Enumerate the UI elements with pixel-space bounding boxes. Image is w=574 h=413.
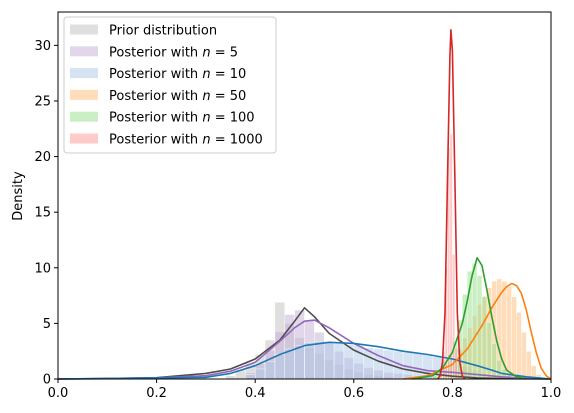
hist-bar-series-4-12 [491,343,497,380]
hist-bar-series-2-17 [412,353,424,380]
x-tick-label-1: 0.2 [146,386,167,401]
y-tick-label-5: 25 [34,94,51,109]
legend-label-5: Posterior with n = 1000 [109,133,263,148]
x-tick-label-2: 0.4 [245,386,266,401]
legend-label-2: Posterior with n = 10 [109,67,246,82]
x-tick-label-4: 0.8 [442,386,463,401]
hist-bar-series-5-6 [454,347,458,380]
legend-swatch-3 [70,89,98,100]
y-axis-label: Density [11,171,26,221]
y-tick-label-0: 0 [43,373,51,388]
hist-bar-series-2-7 [314,340,325,380]
x-tick-label-5: 1.0 [541,386,562,401]
kde-line-series-3 [402,282,552,380]
legend-label-1: Posterior with n = 5 [109,45,238,60]
x-tick-label-0: 0.0 [48,386,69,401]
hist-bar-series-3-17 [516,312,522,380]
x-tick-label-3: 0.6 [343,386,364,401]
hist-bar-series-2-8 [324,342,335,380]
kde-line-series-1 [57,319,552,380]
legend-label-3: Posterior with n = 50 [109,89,246,104]
kde-line-series-2 [57,341,552,380]
hist-bar-series-3-18 [521,332,527,380]
x-axis: 0.0 0.2 0.4 0.6 0.8 1.0 [48,379,562,401]
hist-bar-series-2-3 [274,354,285,380]
y-tick-label-2: 10 [34,261,51,276]
hist-bar-series-4-8 [471,263,478,380]
legend-box [63,16,277,154]
hist-bar-series-2-4 [284,348,295,380]
hist-bar-series-2-5 [294,345,305,380]
hist-bar-series-3-19 [526,350,532,380]
hist-bar-series-5-4 [449,134,453,380]
hist-bar-series-4-0 [432,375,438,380]
y-tick-label-6: 30 [34,39,51,54]
legend-swatch-5 [70,133,98,144]
kde-line-series-0 [57,307,552,380]
y-tick-label-1: 5 [43,317,51,332]
legend-swatch-4 [70,111,98,122]
plot-frame [57,11,552,380]
legend-label-4: Posterior with n = 100 [109,111,255,126]
hist-bar-series-2-2 [264,361,276,380]
legend-swatch-2 [70,68,98,79]
kde-line-series-5 [436,29,466,380]
y-axis: 0 5 10 15 20 25 30 [34,39,58,388]
kde-lines [57,29,552,380]
y-tick-label-3: 15 [34,206,51,221]
hist-bar-series-0-0 [225,375,236,380]
hist-bar-series-2-0 [245,374,256,380]
y-tick-label-4: 20 [34,150,51,165]
hist-bar-series-2-6 [304,342,315,380]
hist-bar-series-2-9 [333,343,345,380]
legend: Prior distribution Posterior with n = 5 Po… [63,16,277,154]
hist-bar-series-2-1 [254,368,266,380]
kde-line-series-4 [412,257,527,380]
hist-bar-series-3-16 [511,296,517,380]
hist-bar-series-3-15 [506,286,512,380]
legend-swatch-0 [70,24,98,35]
legend-swatch-1 [70,46,98,57]
legend-label-0: Prior distribution [109,24,217,39]
